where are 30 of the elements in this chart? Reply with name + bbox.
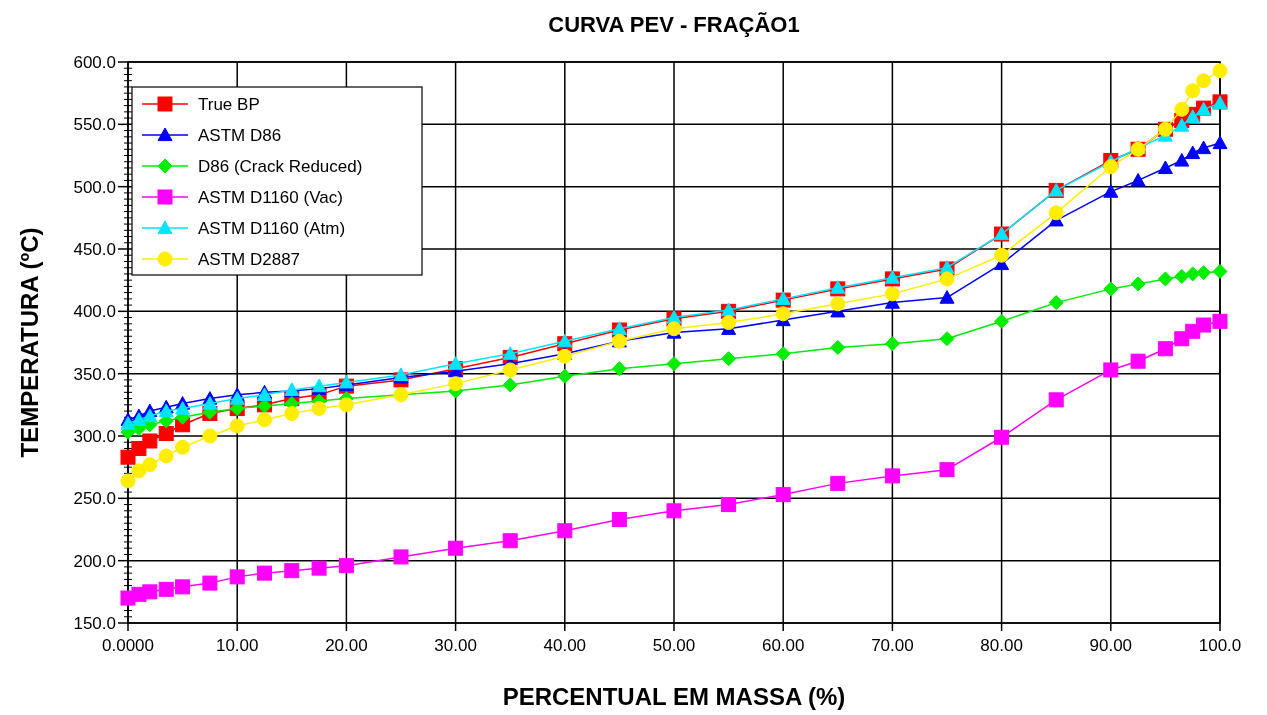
y-axis-title: TEMPERATURA (ºC) — [16, 227, 43, 458]
x-tick-label: 0.0000 — [102, 636, 154, 655]
x-tick-label: 60.00 — [761, 636, 805, 655]
x-tick-label: 50.00 — [652, 636, 696, 655]
legend-label: ASTM D1160 (Atm) — [198, 218, 346, 238]
x-tick-label: 40.00 — [543, 636, 587, 655]
x-tick-label: 20.00 — [325, 636, 368, 655]
x-axis-title: PERCENTUAL EM MASSA (%) — [502, 683, 846, 710]
x-tick-label: 30.00 — [434, 636, 477, 655]
chart-title: CURVA PEV - FRAÇÃO1 — [548, 12, 800, 37]
x-tick-label: 10.00 — [215, 636, 259, 655]
y-tick-label: 300.0 — [73, 426, 116, 446]
y-tick-label: 150.0 — [73, 613, 116, 633]
y-tick-label: 450.0 — [73, 239, 116, 259]
y-tick-label: 600.0 — [73, 52, 116, 72]
y-tick-label: 250.0 — [73, 489, 116, 509]
legend-label: ASTM D2887 — [198, 249, 301, 269]
legend-label: True BP — [198, 94, 260, 114]
legend-label: ASTM D1160 (Vac) — [198, 187, 343, 207]
x-tick-label: 100.0 — [1198, 636, 1242, 655]
y-tick-label: 400.0 — [73, 302, 116, 322]
legend-label: D86 (Crack Reduced) — [198, 156, 363, 176]
y-tick-label: 200.0 — [73, 551, 116, 571]
x-tick-label: 90.00 — [1089, 636, 1133, 655]
x-tick-label: 80.00 — [980, 636, 1023, 655]
y-tick-label: 550.0 — [73, 115, 116, 135]
x-tick-label: 70.00 — [871, 636, 914, 655]
y-tick-label: 350.0 — [73, 364, 116, 384]
legend-label: ASTM D86 — [198, 125, 282, 145]
y-tick-label: 500.0 — [73, 177, 116, 197]
